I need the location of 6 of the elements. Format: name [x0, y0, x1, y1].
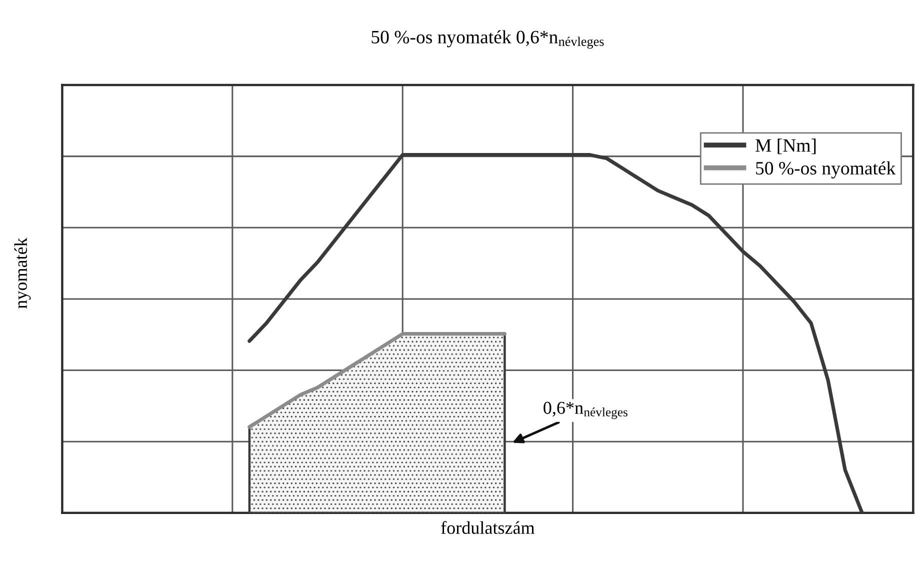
legend-label: M [Nm]	[756, 138, 816, 154]
annotation: 0,6*n$_{névleges}$	[544, 402, 628, 419]
y-axis-title: nyomaték	[14, 238, 31, 308]
chart-title: 50 %-os nyomaték 0,6*n$_{névleges}$	[372, 30, 604, 49]
legend-label: 50 %-os nyomaték	[756, 161, 896, 178]
x-axis-title: fordulatszám	[441, 521, 535, 534]
